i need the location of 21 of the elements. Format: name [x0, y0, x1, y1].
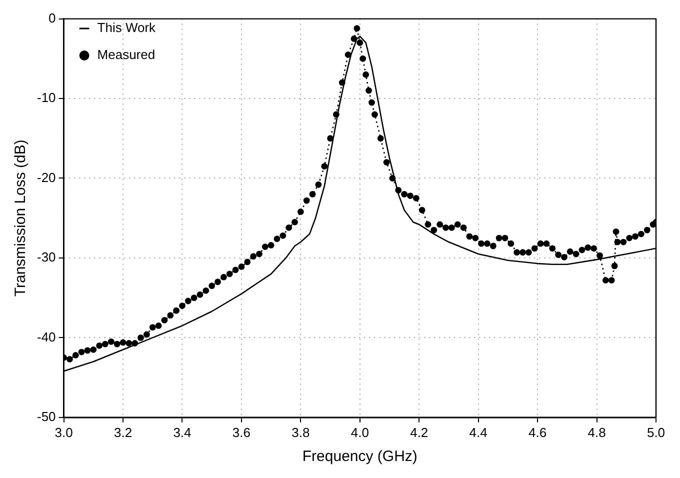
- x-tick-label: 3.2: [114, 424, 132, 440]
- y-tick-label: -10: [36, 90, 56, 106]
- x-tick-label: 4.0: [350, 424, 369, 440]
- x-tick-label: 3.8: [292, 424, 310, 440]
- x-axis-title: Frequency (GHz): [302, 448, 418, 466]
- legend-label: This Work: [97, 20, 156, 36]
- x-tick-label: 3.6: [232, 424, 250, 440]
- x-tick-label: 3.0: [54, 424, 73, 440]
- y-tick-label: -30: [36, 250, 56, 265]
- x-tick-label: 4.2: [410, 424, 428, 440]
- x-tick-label: 4.8: [588, 424, 606, 440]
- x-tick-label: 5.0: [646, 424, 666, 440]
- y-tick-label: -40: [36, 329, 56, 344]
- y-tick-label: 0: [48, 10, 56, 26]
- x-tick-label: 3.4: [173, 424, 192, 440]
- y-tick-label: -50: [36, 408, 56, 424]
- legend-label: Measured: [97, 47, 156, 62]
- x-tick-label: 4.6: [528, 424, 547, 440]
- y-axis-title: Transmission Loss (dB): [12, 140, 30, 297]
- y-tick-label: -20: [36, 170, 56, 185]
- x-tick-label: 4.4: [469, 424, 488, 440]
